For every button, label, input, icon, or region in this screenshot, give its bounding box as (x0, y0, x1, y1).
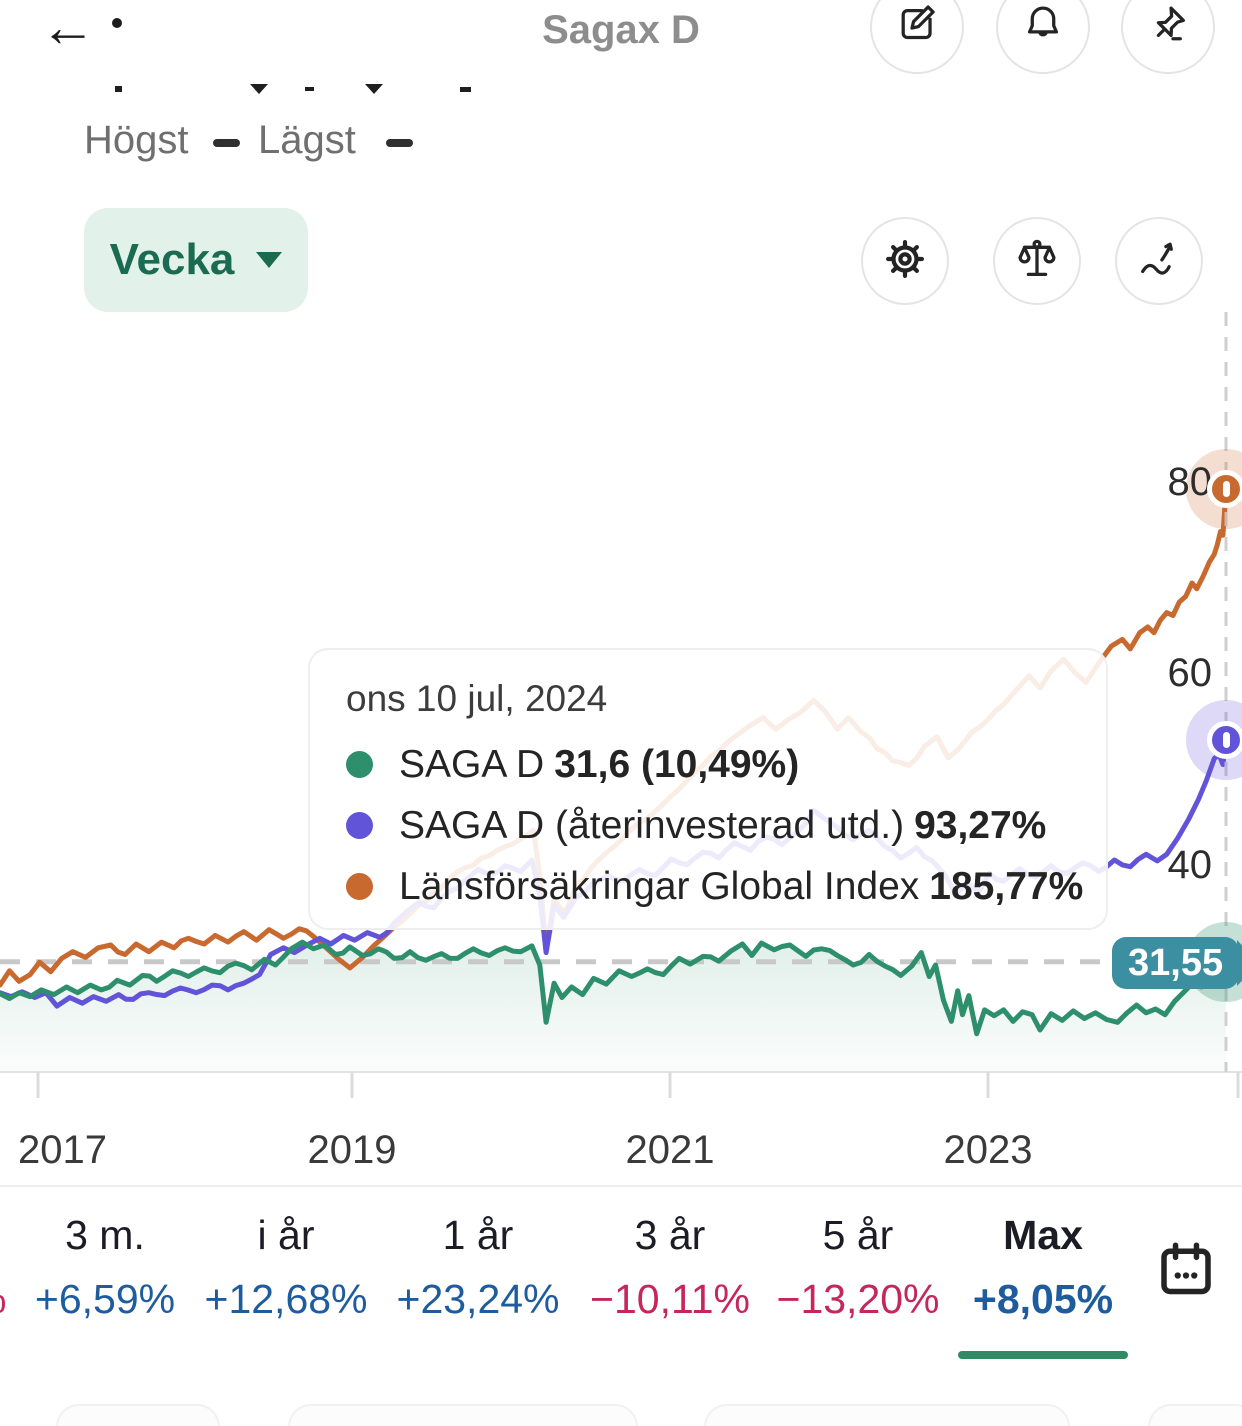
period-label: 1 år (442, 1212, 514, 1258)
date-range-button[interactable] (1148, 1230, 1224, 1314)
period-tab-ytd[interactable]: i år +12,68% (205, 1212, 368, 1323)
bell-icon (1020, 2, 1066, 53)
period-value: −13,20% (776, 1276, 940, 1322)
period-value: +8,05% (972, 1276, 1114, 1322)
period-label: 5 år (822, 1212, 894, 1258)
back-button[interactable]: ← (40, 0, 120, 58)
pushpin-icon (1145, 2, 1191, 53)
period-tab-max[interactable]: Max +8,05% (973, 1212, 1113, 1323)
y-axis-tick-80: 80 (1167, 460, 1213, 504)
period-tab-1y[interactable]: 1 år +23,24% (397, 1212, 560, 1323)
clipped-stat-value: % (0, 1276, 16, 1323)
current-price-value: 31,55 (1128, 941, 1224, 984)
alerts-button[interactable] (996, 0, 1090, 74)
tooltip-row: SAGA D 31,6 (10,49%) (346, 734, 1070, 795)
tooltip-date: ons 10 jul, 2024 (346, 678, 608, 719)
period-value: +12,68% (204, 1276, 368, 1322)
clipped-text-fragment (250, 84, 268, 94)
series-value: 93,27% (914, 803, 1047, 847)
period-label: i år (257, 1212, 315, 1258)
page-title: Sagax D (542, 8, 700, 52)
back-arrow-icon: ← (40, 0, 96, 58)
period-tab-3m[interactable]: 3 m. +6,59% (35, 1212, 175, 1323)
low-label: Lägst (258, 118, 356, 162)
series-endpoint-marker-global-index (1207, 470, 1242, 509)
series-dot-saga-d (346, 751, 373, 778)
series-dot-global-index (346, 873, 373, 900)
clipped-text-fragment (115, 86, 122, 92)
low-value-dash (386, 139, 413, 147)
series-name: SAGA D (399, 742, 545, 786)
y-axis-tick-40: 40 (1167, 843, 1213, 887)
period-label: 3 m. (65, 1212, 145, 1258)
clipped-text-fragment (305, 87, 314, 91)
series-name: Länsförsäkringar Global Index (399, 864, 920, 908)
interval-dropdown-label: Vecka (109, 235, 235, 284)
x-axis-tick-2021: 2021 (625, 1128, 715, 1172)
tooltip-row: SAGA D (återinvesterad utd.) 93,27% (346, 795, 1070, 856)
chevron-down-icon (256, 252, 283, 268)
edit-note-button[interactable] (870, 0, 964, 74)
period-tab-3y[interactable]: 3 år −10,11% (590, 1212, 750, 1323)
tooltip-row: Länsförsäkringar Global Index 185,77% (346, 856, 1083, 917)
period-value: +6,59% (34, 1276, 176, 1322)
indicators-button[interactable] (1115, 217, 1203, 305)
back-button-dot (112, 18, 122, 28)
gear-icon (882, 236, 928, 287)
marker-glyph (1222, 731, 1230, 748)
balance-scale-icon (1014, 236, 1060, 287)
chart-settings-button[interactable] (861, 217, 949, 305)
edit-note-icon (894, 2, 940, 53)
compare-trend-icon (1136, 236, 1182, 287)
clipped-text-fragment (460, 87, 471, 92)
calendar-icon (1153, 1237, 1219, 1308)
x-axis-tick-2017: 2017 (18, 1128, 107, 1172)
compare-button[interactable] (993, 217, 1081, 305)
period-value: −10,11% (590, 1276, 750, 1322)
series-value: 31,6 (10,49%) (554, 742, 800, 786)
period-label: Max (1003, 1212, 1083, 1258)
period-tab-5y[interactable]: 5 år −13,20% (777, 1212, 940, 1323)
marker-glyph (1222, 481, 1230, 498)
series-name: SAGA D (återinvesterad utd.) (399, 803, 905, 847)
x-axis-tick-2019: 2019 (307, 1128, 397, 1172)
period-value: +23,24% (396, 1276, 560, 1322)
y-axis-tick-60: 60 (1167, 651, 1213, 695)
interval-dropdown[interactable]: Vecka (84, 208, 308, 312)
series-endpoint-marker-reinvested (1207, 720, 1242, 759)
clipped-text-fragment (365, 84, 383, 94)
current-price-badge: 31,55 (1112, 937, 1242, 989)
x-axis-tick-2023: 2023 (943, 1128, 1033, 1172)
section-divider (0, 1185, 1242, 1187)
selected-period-underline (958, 1351, 1128, 1359)
series-value: 185,77% (929, 864, 1084, 908)
high-value-dash (213, 139, 240, 147)
high-label: Högst (84, 118, 189, 162)
period-label: 3 år (634, 1212, 706, 1258)
chart-tooltip: ons 10 jul, 2024 SAGA D 31,6 (10,49%) SA… (308, 648, 1108, 930)
series-dot-reinvested (346, 812, 373, 839)
